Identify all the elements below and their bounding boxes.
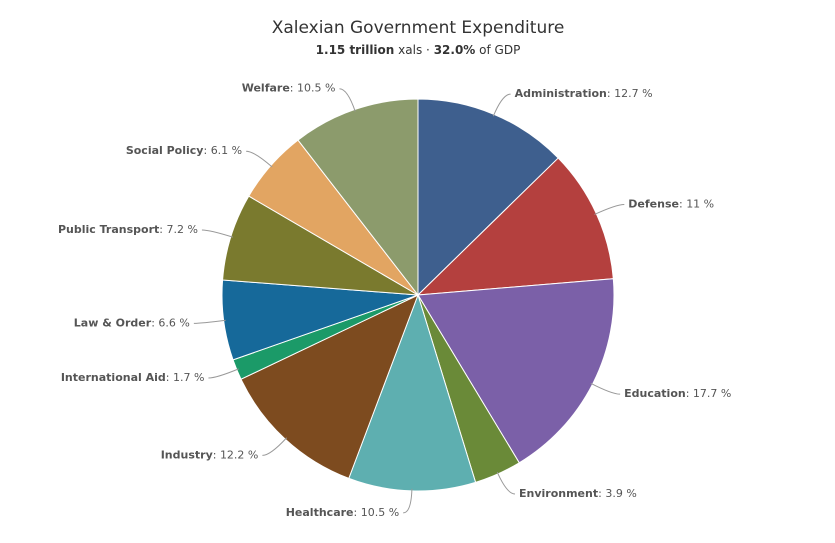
data-label: Welfare: 10.5 % [242,82,336,95]
data-label: Law & Order: 6.6 % [74,316,190,329]
connector [492,93,511,117]
label-name: Healthcare [286,506,354,519]
label-value: 10.5 % [297,82,335,95]
data-label: Industry: 12.2 % [161,448,259,461]
label-separator: : [151,316,158,329]
label-name: International Aid [61,371,166,384]
label-value: 6.6 % [158,316,189,329]
connector [496,471,516,495]
data-label: Environment: 3.9 % [519,487,637,500]
subtitle-separator: · [426,43,430,57]
label-value: 17.7 % [693,387,731,400]
data-label: Defense: 11 % [628,197,714,210]
label-separator: : [166,371,173,384]
chart-title: Xalexian Government Expenditure [272,18,565,38]
label-value: 6.1 % [211,144,242,157]
label-name: Public Transport [58,223,159,236]
subtitle-share-text: of GDP [479,43,520,57]
data-label: Healthcare: 10.5 % [286,506,399,519]
label-separator: : [203,144,210,157]
data-label: Public Transport: 7.2 % [58,223,198,236]
label-name: Administration [515,87,607,100]
label-name: Education [624,387,686,400]
label-name: Welfare [242,82,290,95]
label-separator: : [213,448,220,461]
subtitle-amount: 1.15 trillion [316,43,395,57]
label-value: 11 % [686,197,714,210]
connector [262,437,288,456]
label-name: Social Policy [126,144,204,157]
label-value: 3.9 % [605,487,636,500]
data-label: Administration: 12.7 % [515,87,653,100]
subtitle-unit: xals [398,43,422,57]
connector [594,203,625,215]
label-separator: : [159,223,166,236]
connector [339,88,356,112]
label-value: 12.7 % [614,87,652,100]
connector [201,229,233,238]
label-name: Defense [628,197,679,210]
label-separator: : [607,87,614,100]
connector [403,488,413,514]
connector [590,382,621,395]
data-label: Social Policy: 6.1 % [126,144,242,157]
connector [246,150,273,168]
label-name: Law & Order [74,316,152,329]
label-name: Environment [519,487,598,500]
label-value: 12.2 % [220,448,258,461]
label-separator: : [598,487,605,500]
data-label: International Aid: 1.7 % [61,371,205,384]
label-separator: : [290,82,297,95]
label-value: 1.7 % [173,371,204,384]
connector [193,319,226,324]
label-separator: : [354,506,361,519]
label-separator: : [686,387,693,400]
data-label: Education: 17.7 % [624,387,731,400]
label-name: Industry [161,448,213,461]
chart-subtitle: 1.15 trillion xals · 32.0% of GDP [316,43,521,57]
label-value: 10.5 % [361,506,399,519]
label-value: 7.2 % [166,223,197,236]
label-separator: : [679,197,686,210]
subtitle-share: 32.0% [434,43,476,57]
connector [208,368,239,379]
